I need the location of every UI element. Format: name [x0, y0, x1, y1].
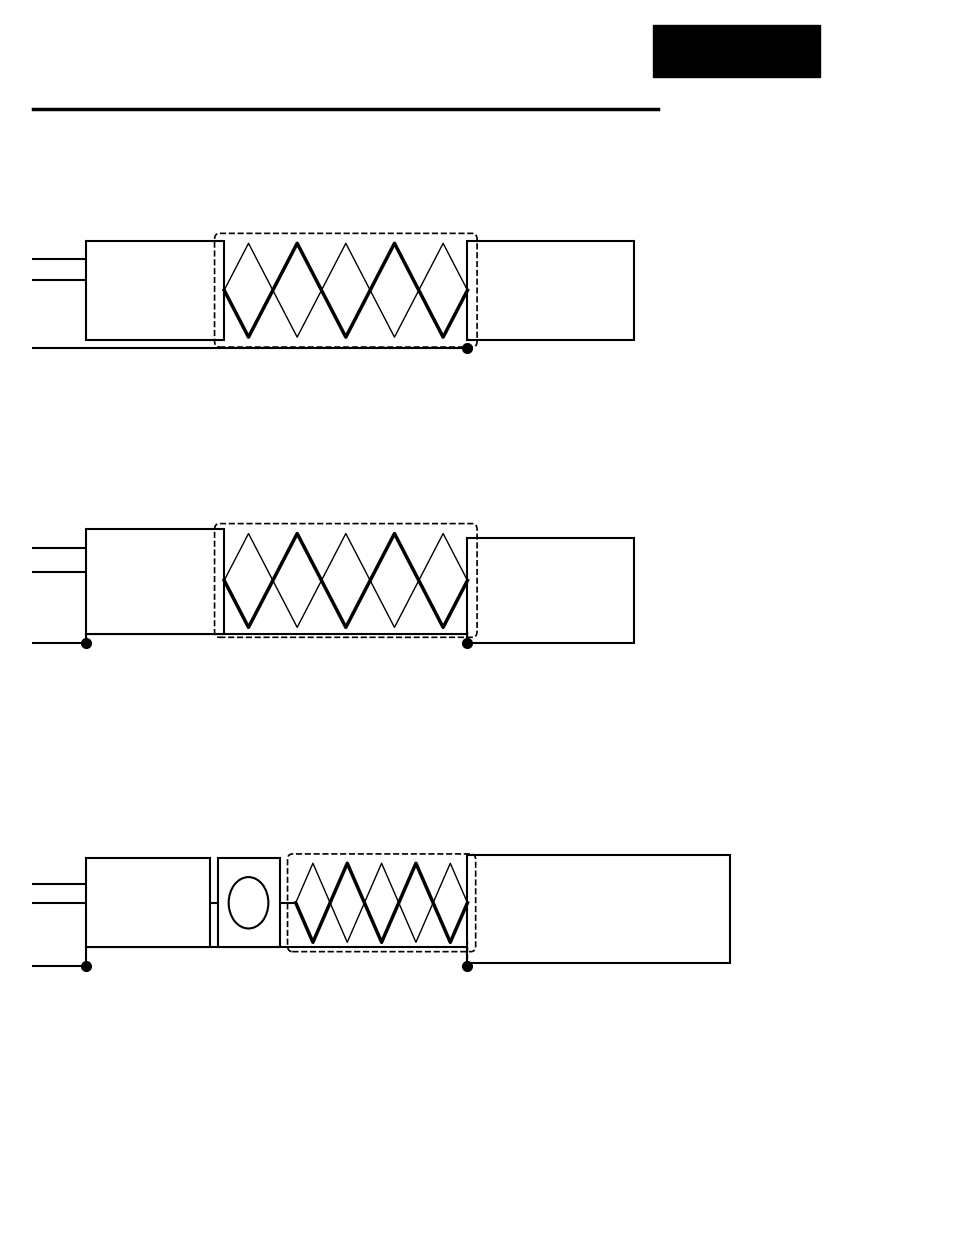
Bar: [86, 529, 224, 634]
Bar: [86, 858, 210, 947]
Bar: [467, 241, 634, 340]
Bar: [467, 855, 729, 963]
Bar: [217, 858, 279, 947]
Bar: [86, 241, 224, 340]
Bar: [467, 538, 634, 643]
Bar: [653, 25, 820, 77]
